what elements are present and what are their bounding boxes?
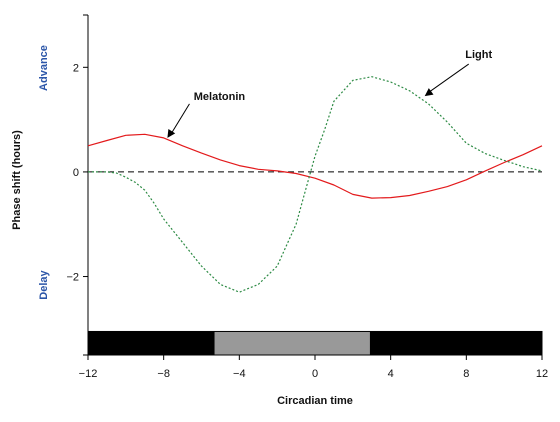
x-tick-label: −8 [157, 368, 170, 380]
x-tick-label: 4 [388, 368, 394, 380]
bar-segment-dark [369, 331, 542, 355]
advance-label: Advance [38, 45, 50, 91]
annotation-arrow-shaft [170, 103, 190, 136]
series-line-light [88, 76, 543, 293]
annotation-arrow-head [167, 129, 176, 138]
annotation-label-light: Light [465, 49, 492, 61]
y-axis-title: Phase shift (hours) [11, 130, 23, 230]
plot-area: −2 0 2 −12 −8 −4 0 4 8 12 Melatonin Light [66, 14, 548, 380]
annotation-arrow-shaft [427, 63, 470, 94]
x-tick-label: 12 [536, 368, 548, 380]
y-tick-label: −2 [66, 272, 79, 284]
series-line-melatonin [87, 133, 543, 199]
bar-segment-light [214, 331, 370, 355]
annotation-arrow-head [424, 88, 434, 97]
x-tick-label: 8 [463, 368, 469, 380]
x-axis-title: Circadian time [277, 395, 353, 407]
x-tick-label: −4 [233, 368, 246, 380]
x-tick-label: −12 [79, 368, 98, 380]
y-tick-label: 2 [73, 62, 79, 74]
bar-segment-dark [88, 331, 215, 355]
y-tick-label: 0 [73, 167, 79, 179]
delay-label: Delay [38, 269, 50, 299]
annotation-label-melatonin: Melatonin [194, 91, 246, 103]
x-tick-label: 0 [312, 368, 318, 380]
